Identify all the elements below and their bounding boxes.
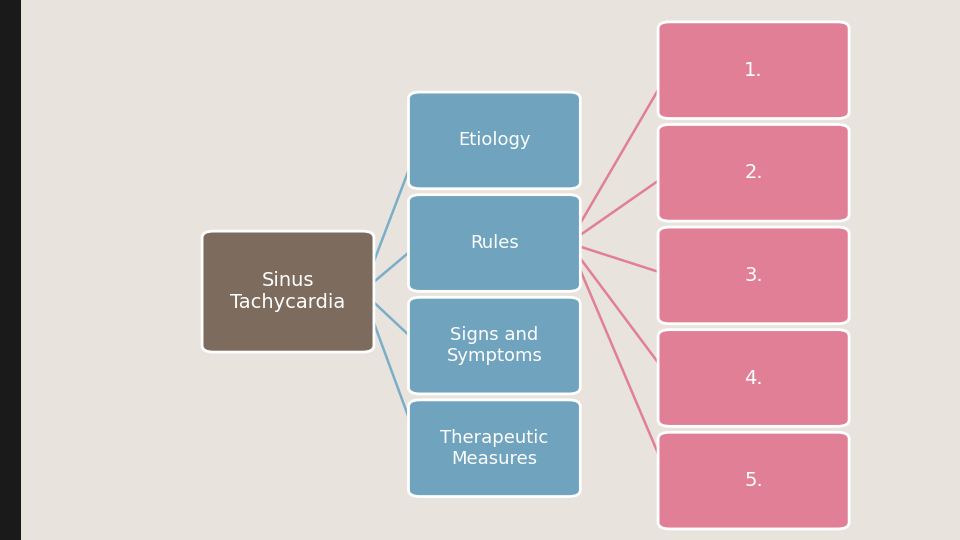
Text: 5.: 5. bbox=[744, 471, 763, 490]
FancyBboxPatch shape bbox=[202, 231, 373, 352]
Text: Therapeutic
Measures: Therapeutic Measures bbox=[441, 429, 548, 468]
Text: 4.: 4. bbox=[744, 368, 763, 388]
FancyBboxPatch shape bbox=[659, 227, 849, 324]
Text: Etiology: Etiology bbox=[458, 131, 531, 150]
Text: 1.: 1. bbox=[744, 60, 763, 80]
Text: 2.: 2. bbox=[744, 163, 763, 183]
FancyBboxPatch shape bbox=[659, 22, 849, 119]
Text: Sinus
Tachycardia: Sinus Tachycardia bbox=[230, 271, 346, 312]
FancyBboxPatch shape bbox=[409, 297, 580, 394]
FancyBboxPatch shape bbox=[659, 432, 849, 529]
FancyBboxPatch shape bbox=[659, 124, 849, 221]
Text: 3.: 3. bbox=[744, 266, 763, 285]
FancyBboxPatch shape bbox=[0, 0, 21, 540]
Text: Rules: Rules bbox=[470, 234, 518, 252]
FancyBboxPatch shape bbox=[659, 329, 849, 427]
FancyBboxPatch shape bbox=[409, 92, 580, 189]
FancyBboxPatch shape bbox=[409, 195, 580, 292]
FancyBboxPatch shape bbox=[409, 400, 580, 497]
Text: Signs and
Symptoms: Signs and Symptoms bbox=[446, 326, 542, 365]
